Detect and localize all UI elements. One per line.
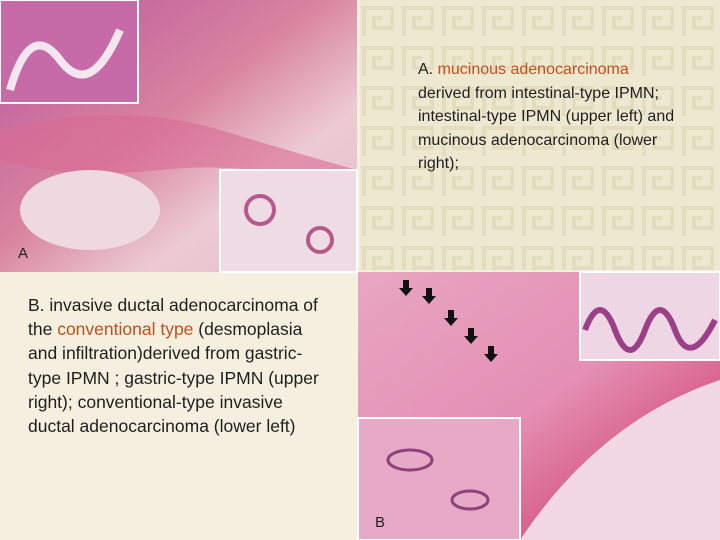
caption-a: A. mucinous adenocarcinoma derived from …: [418, 58, 678, 176]
caption-highlight: conventional type: [57, 319, 194, 340]
inset: [219, 169, 358, 273]
caption-text: (desmoplasia and infiltration)derived fr…: [28, 319, 319, 437]
arrows: [399, 280, 498, 362]
caption-text: B. invasive ductal adenocarcinoma of the: [28, 295, 318, 340]
tissue: [450, 489, 490, 511]
tissue: [20, 170, 160, 250]
image-label: B: [375, 514, 385, 531]
decor-pattern: [360, 0, 720, 270]
tissue: [386, 448, 434, 472]
tissue: [582, 307, 718, 353]
caption-b: B. invasive ductal adenocarcinoma of the…: [28, 293, 328, 438]
caption-text: A.: [418, 61, 438, 78]
tissue: [244, 194, 276, 226]
inset: [0, 0, 139, 104]
tissue: [6, 28, 124, 92]
tissue: [520, 380, 720, 540]
caption-highlight: mucinous adenocarcinoma: [437, 61, 629, 78]
tissue: [306, 226, 334, 254]
image-label: A: [18, 245, 28, 262]
inset: [357, 417, 521, 540]
caption-text: derived from intestinal-type IPMN; intes…: [418, 84, 675, 173]
